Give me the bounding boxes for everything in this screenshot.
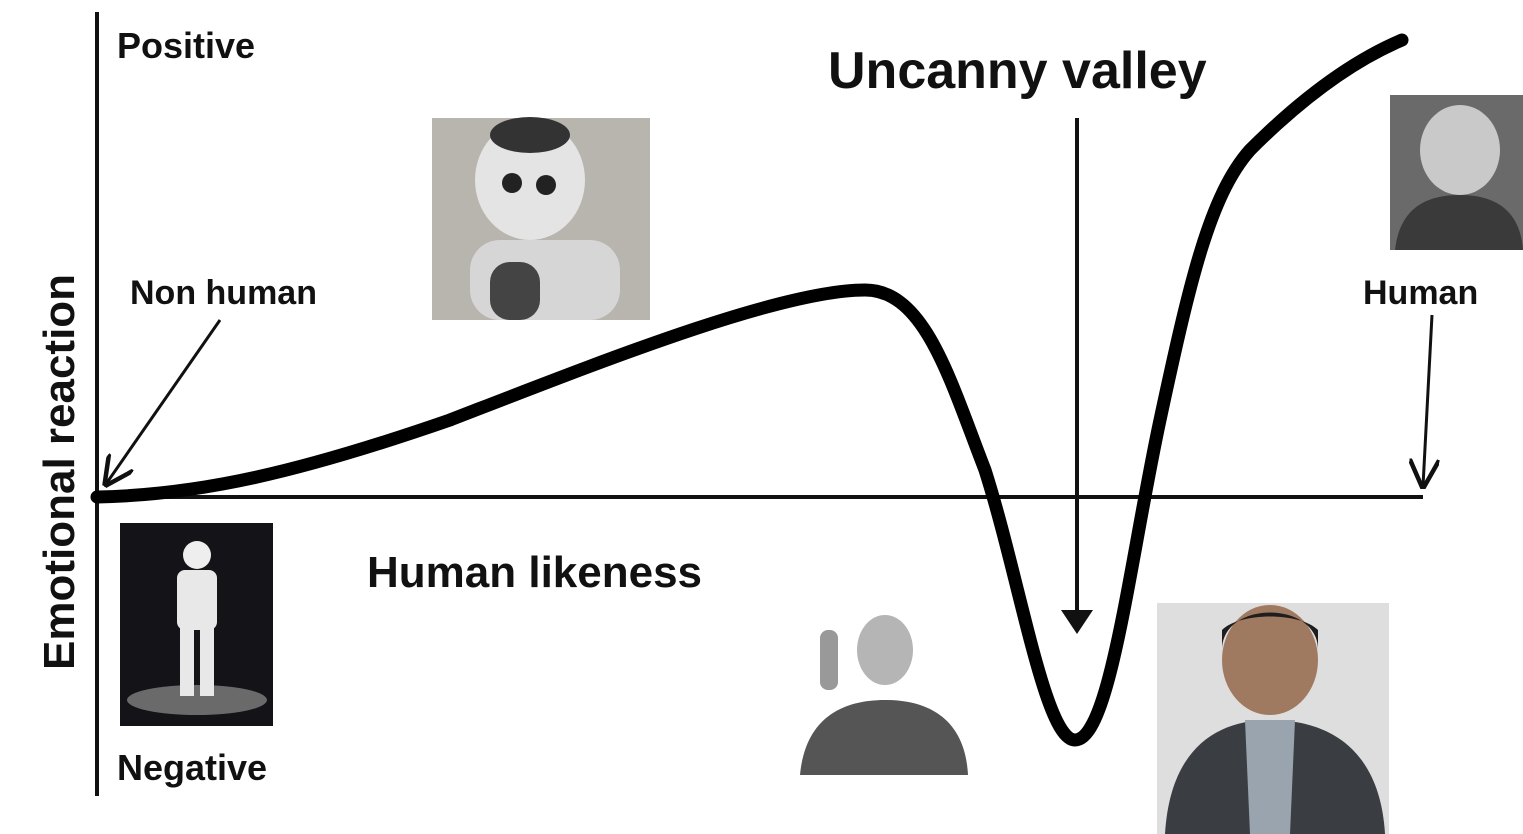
ameca-robot-image <box>772 610 972 775</box>
human-label: Human <box>1363 274 1478 312</box>
geminoid-android-image <box>1157 603 1389 834</box>
uncanny-curve <box>90 33 1409 747</box>
einstein-photo <box>1390 95 1523 250</box>
diagram-title: Uncanny valley <box>828 42 1207 100</box>
non-human-arrow <box>106 319 222 484</box>
nao-robot-image <box>432 117 650 320</box>
human-arrow <box>1423 314 1432 486</box>
asimo-robot-image <box>120 523 273 726</box>
y-axis-label: Emotional reaction <box>35 274 84 670</box>
negative-label: Negative <box>117 747 267 788</box>
x-axis-label: Human likeness <box>367 548 702 597</box>
non-human-label: Non human <box>130 274 317 312</box>
positive-label: Positive <box>117 25 255 66</box>
